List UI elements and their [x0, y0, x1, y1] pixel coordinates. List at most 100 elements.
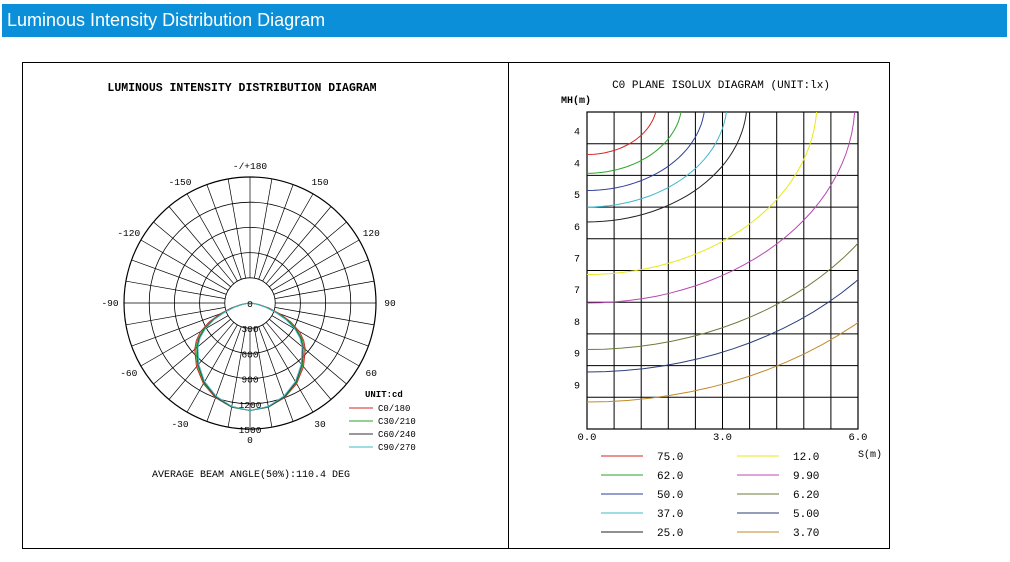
isolux-x-ticks: 0.0 3.0 6.0: [578, 432, 868, 444]
isolux-contour: [587, 112, 682, 174]
polar-radial-label: 1500: [239, 425, 262, 436]
legend-entry: C30/210: [378, 417, 416, 427]
polar-spoke: [140, 239, 229, 291]
isolux-contour: [587, 112, 818, 275]
isolux-y-tick: 8: [574, 318, 580, 329]
polar-spoke: [168, 206, 235, 284]
isolux-chart: C0 PLANE ISOLUX DIAGRAM (UNIT:lx) MH(m) …: [561, 80, 882, 540]
polar-angle-labels: -/+180-150 150-120 120-90 90-60 60-30 300: [101, 161, 396, 446]
polar-angle-label: -/+180: [233, 161, 268, 172]
polar-spoke: [186, 324, 238, 413]
isolux-contour: [587, 242, 858, 350]
polar-spoke: [168, 322, 235, 400]
isolux-plot-border: [586, 111, 859, 430]
polar-spoke: [258, 184, 294, 280]
polar-spoke: [262, 324, 314, 413]
polar-spoke: [265, 322, 332, 400]
polar-radial-label: 0: [247, 299, 253, 310]
isolux-grid: [586, 111, 859, 430]
polar-spoke: [265, 206, 332, 284]
polar-spoke: [254, 178, 273, 279]
isolux-contour: [587, 112, 657, 155]
isolux-legend-value: 3.70: [793, 528, 819, 540]
polar-radial-label: 900: [241, 375, 258, 386]
isolux-y-tick: 9: [574, 381, 580, 392]
isolux-legend-value: 9.90: [793, 471, 819, 483]
isolux-contour: [587, 112, 747, 223]
isolux-legend-value: 37.0: [657, 509, 683, 521]
polar-spoke: [206, 326, 242, 422]
legend-entry: C90/270: [378, 443, 416, 453]
isolux-legend-value: 6.20: [793, 490, 819, 502]
isolux-y-tick: 7: [574, 255, 580, 266]
polar-chart: LUMINOUS INTENSITY DISTRIBUTION DIAGRAM …: [101, 82, 416, 481]
isolux-legend-value: 75.0: [657, 452, 683, 464]
polar-spoke: [274, 280, 375, 299]
page-title: Luminous Intensity Distribution Diagram: [7, 10, 326, 30]
polar-spoke: [131, 311, 227, 347]
polar-angle-label: 120: [363, 228, 380, 239]
isolux-legend-value: 50.0: [657, 490, 683, 502]
isolux-ylabel: MH(m): [561, 95, 591, 107]
polar-spoke: [273, 259, 369, 295]
polar-angle-label: -120: [117, 228, 140, 239]
polar-spoke: [227, 178, 246, 279]
polar-radial-label: 1200: [239, 400, 262, 411]
polar-spoke: [254, 327, 273, 428]
polar-title: LUMINOUS INTENSITY DISTRIBUTION DIAGRAM: [107, 82, 376, 95]
polar-spoke: [274, 307, 375, 326]
isolux-contour: [587, 321, 858, 403]
polar-angle-label: 30: [314, 419, 326, 430]
polar-grid: [123, 176, 377, 430]
isolux-y-ticks: 4 4 5 6 7 7 8 9 9: [574, 128, 580, 393]
isolux-y-tick: 9: [574, 350, 580, 361]
unit-label: UNIT:cd: [365, 390, 403, 400]
polar-series-line: [197, 302, 303, 412]
polar-angle-label: -60: [120, 368, 137, 379]
isolux-contour: [587, 112, 727, 208]
isolux-x-tick: 0.0: [578, 432, 597, 444]
isolux-legend: 75.0 62.0 50.0 37.0 25.0 12.0 9.90 6.20 5.00 3.70: [601, 452, 819, 540]
polar-angle-label: -150: [169, 177, 192, 188]
polar-spoke: [262, 193, 314, 282]
panel-divider: [508, 62, 509, 549]
isolux-y-tick: 4: [574, 159, 580, 170]
polar-spoke: [227, 327, 246, 428]
isolux-legend-value: 25.0: [657, 528, 683, 540]
isolux-title: C0 PLANE ISOLUX DIAGRAM (UNIT:lx): [612, 80, 830, 92]
polar-legend: C0/180 C30/210 C60/240 C90/270: [349, 404, 416, 453]
polar-series: [194, 302, 306, 412]
polar-spoke: [273, 311, 369, 347]
polar-spoke: [140, 315, 229, 367]
isolux-legend-value: 62.0: [657, 471, 683, 483]
polar-radial-label: 600: [241, 349, 258, 360]
isolux-x-tick: 3.0: [713, 432, 732, 444]
polar-spoke: [153, 221, 231, 288]
isolux-contours: [587, 112, 858, 403]
polar-angle-label: 90: [384, 298, 396, 309]
isolux-contour: [587, 278, 858, 373]
polar-angle-label: -30: [171, 419, 188, 430]
polar-spoke: [269, 221, 347, 288]
legend-entry: C60/240: [378, 430, 416, 440]
isolux-y-tick: 5: [574, 191, 580, 202]
polar-spoke: [271, 239, 360, 291]
isolux-legend-value: 5.00: [793, 509, 819, 521]
polar-spoke: [131, 259, 227, 295]
isolux-xlabel: S(m): [858, 449, 882, 461]
polar-angle-label: 150: [311, 177, 328, 188]
polar-radial-labels: 0 300 600 900 1200 1500: [239, 299, 262, 436]
legend-entry: C0/180: [378, 404, 410, 414]
polar-spoke: [153, 318, 231, 385]
isolux-legend-value: 12.0: [793, 452, 819, 464]
isolux-y-tick: 4: [574, 128, 580, 139]
polar-angle-label: 60: [366, 368, 378, 379]
polar-spoke: [125, 307, 226, 326]
polar-radial-label: 300: [241, 324, 258, 335]
polar-spoke: [258, 326, 294, 422]
isolux-contour: [587, 112, 856, 304]
polar-spoke: [206, 184, 242, 280]
beam-angle-note: AVERAGE BEAM ANGLE(50%):110.4 DEG: [152, 469, 350, 481]
polar-spoke: [269, 318, 347, 385]
polar-angle-label: -90: [101, 298, 118, 309]
